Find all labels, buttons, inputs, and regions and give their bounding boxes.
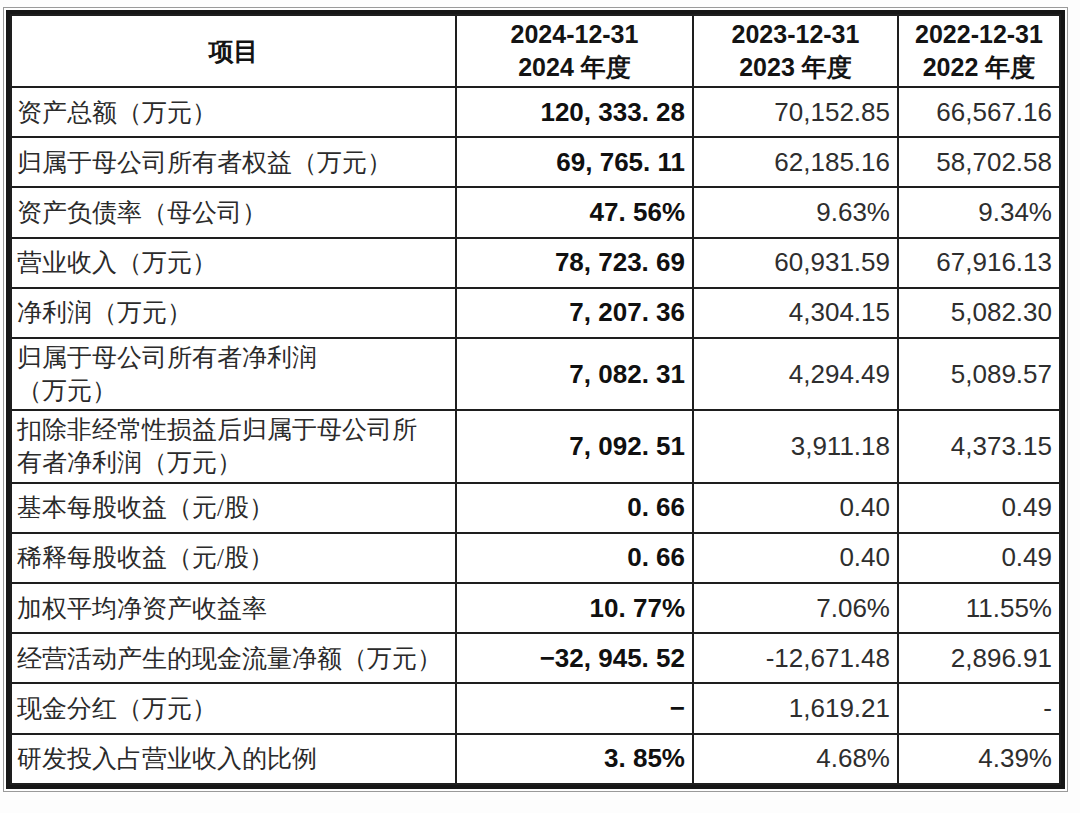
scanned-document-page: 项目 2024-12-31 2024 年度 2023-12-31 2023 年度… xyxy=(0,0,1080,813)
table-row: 稀释每股收益（元/股） 0. 66 0.40 0.49 xyxy=(11,533,1060,583)
value-2022: 2,896.91 xyxy=(898,633,1060,683)
value-2024: 3. 85% xyxy=(456,734,693,784)
table-row: 归属于母公司所有者净利润 （万元） 7, 082. 31 4,294.49 5,… xyxy=(11,338,1060,410)
value-2022: 0.49 xyxy=(898,483,1060,533)
table-body: 资产总额（万元） 120, 333. 28 70,152.85 66,567.1… xyxy=(11,87,1060,784)
value-2024: 0. 66 xyxy=(456,483,693,533)
table-row: 归属于母公司所有者权益（万元） 69, 765. 11 62,185.16 58… xyxy=(11,137,1060,187)
table-row: 研发投入占营业收入的比例 3. 85% 4.68% 4.39% xyxy=(11,734,1060,784)
row-label: 加权平均净资产收益率 xyxy=(11,583,456,633)
value-2023: 3,911.18 xyxy=(693,410,898,482)
value-2024: 47. 56% xyxy=(456,187,693,237)
table-row: 资产负债率（母公司） 47. 56% 9.63% 9.34% xyxy=(11,187,1060,237)
row-label: 资产负债率（母公司） xyxy=(11,187,456,237)
row-label: 现金分红（万元） xyxy=(11,683,456,733)
value-2022: - xyxy=(898,683,1060,733)
row-label: 经营活动产生的现金流量净额（万元） xyxy=(11,633,456,683)
row-label: 稀释每股收益（元/股） xyxy=(11,533,456,583)
value-2023: 1,619.21 xyxy=(693,683,898,733)
value-2023: 4,304.15 xyxy=(693,288,898,338)
value-2024: 120, 333. 28 xyxy=(456,87,693,137)
value-2023: 62,185.16 xyxy=(693,137,898,187)
value-2024: − xyxy=(456,683,693,733)
row-label: 营业收入（万元） xyxy=(11,238,456,288)
value-2022: 67,916.13 xyxy=(898,238,1060,288)
value-2023: 4.68% xyxy=(693,734,898,784)
row-label: 基本每股收益（元/股） xyxy=(11,483,456,533)
value-2024: 7, 207. 36 xyxy=(456,288,693,338)
value-2024: 0. 66 xyxy=(456,533,693,583)
row-label: 研发投入占营业收入的比例 xyxy=(11,734,456,784)
row-label: 归属于母公司所有者权益（万元） xyxy=(11,137,456,187)
value-2023: 4,294.49 xyxy=(693,338,898,410)
value-2023: 0.40 xyxy=(693,533,898,583)
value-2024: −32, 945. 52 xyxy=(456,633,693,683)
row-label: 归属于母公司所有者净利润 （万元） xyxy=(11,338,456,410)
column-header-item: 项目 xyxy=(11,15,456,87)
value-2023: 9.63% xyxy=(693,187,898,237)
table-row: 扣除非经常性损益后归属于母公司所 有者净利润（万元） 7, 092. 51 3,… xyxy=(11,410,1060,482)
value-2022: 0.49 xyxy=(898,533,1060,583)
value-2023: 0.40 xyxy=(693,483,898,533)
table-header: 项目 2024-12-31 2024 年度 2023-12-31 2023 年度… xyxy=(11,15,1060,87)
value-2024: 69, 765. 11 xyxy=(456,137,693,187)
value-2024: 10. 77% xyxy=(456,583,693,633)
value-2023: 60,931.59 xyxy=(693,238,898,288)
value-2023: -12,671.48 xyxy=(693,633,898,683)
value-2024: 78, 723. 69 xyxy=(456,238,693,288)
table-row: 营业收入（万元） 78, 723. 69 60,931.59 67,916.13 xyxy=(11,238,1060,288)
column-header-2022: 2022-12-31 2022 年度 xyxy=(898,15,1060,87)
row-label: 资产总额（万元） xyxy=(11,87,456,137)
table-row: 基本每股收益（元/股） 0. 66 0.40 0.49 xyxy=(11,483,1060,533)
value-2022: 5,089.57 xyxy=(898,338,1060,410)
table-row: 经营活动产生的现金流量净额（万元） −32, 945. 52 -12,671.4… xyxy=(11,633,1060,683)
row-label: 净利润（万元） xyxy=(11,288,456,338)
value-2022: 11.55% xyxy=(898,583,1060,633)
value-2024: 7, 082. 31 xyxy=(456,338,693,410)
value-2022: 66,567.16 xyxy=(898,87,1060,137)
table-row: 现金分红（万元） − 1,619.21 - xyxy=(11,683,1060,733)
table-row: 加权平均净资产收益率 10. 77% 7.06% 11.55% xyxy=(11,583,1060,633)
column-header-2024: 2024-12-31 2024 年度 xyxy=(456,15,693,87)
value-2022: 4,373.15 xyxy=(898,410,1060,482)
financial-summary-table: 项目 2024-12-31 2024 年度 2023-12-31 2023 年度… xyxy=(10,14,1061,785)
table-row: 净利润（万元） 7, 207. 36 4,304.15 5,082.30 xyxy=(11,288,1060,338)
value-2022: 9.34% xyxy=(898,187,1060,237)
table-frame: 项目 2024-12-31 2024 年度 2023-12-31 2023 年度… xyxy=(6,10,1065,789)
column-header-2023: 2023-12-31 2023 年度 xyxy=(693,15,898,87)
value-2022: 4.39% xyxy=(898,734,1060,784)
value-2023: 70,152.85 xyxy=(693,87,898,137)
row-label: 扣除非经常性损益后归属于母公司所 有者净利润（万元） xyxy=(11,410,456,482)
value-2022: 5,082.30 xyxy=(898,288,1060,338)
header-row: 项目 2024-12-31 2024 年度 2023-12-31 2023 年度… xyxy=(11,15,1060,87)
value-2024: 7, 092. 51 xyxy=(456,410,693,482)
value-2022: 58,702.58 xyxy=(898,137,1060,187)
table-row: 资产总额（万元） 120, 333. 28 70,152.85 66,567.1… xyxy=(11,87,1060,137)
value-2023: 7.06% xyxy=(693,583,898,633)
